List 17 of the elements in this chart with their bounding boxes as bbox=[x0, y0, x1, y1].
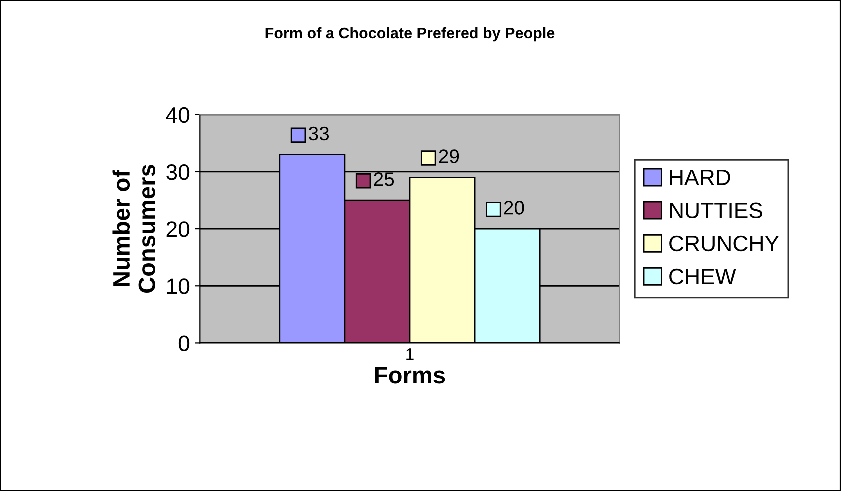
legend-label: CRUNCHY bbox=[670, 236, 780, 252]
legend-label: CHEW bbox=[670, 268, 736, 285]
legend-label: HARD bbox=[670, 170, 730, 186]
y-tick-label: 30 bbox=[166, 164, 190, 180]
data-label: 29 bbox=[439, 150, 460, 164]
y-tick-label: 40 bbox=[166, 107, 190, 124]
y-tick-label: 20 bbox=[166, 222, 190, 238]
y-tick-label: 0 bbox=[178, 336, 190, 352]
chart-title: Form of a Chocolate Prefered by People bbox=[266, 27, 555, 42]
data-label: 33 bbox=[308, 126, 330, 141]
y-axis-title: Number of Consumers bbox=[112, 165, 156, 294]
x-tick-label: 1 bbox=[406, 348, 414, 360]
x-axis-title: Forms bbox=[375, 367, 446, 384]
data-label: 20 bbox=[504, 201, 524, 215]
y-tick-label: 10 bbox=[167, 278, 190, 294]
data-label: 25 bbox=[374, 172, 394, 186]
legend-label: NUTTIES bbox=[670, 202, 762, 219]
